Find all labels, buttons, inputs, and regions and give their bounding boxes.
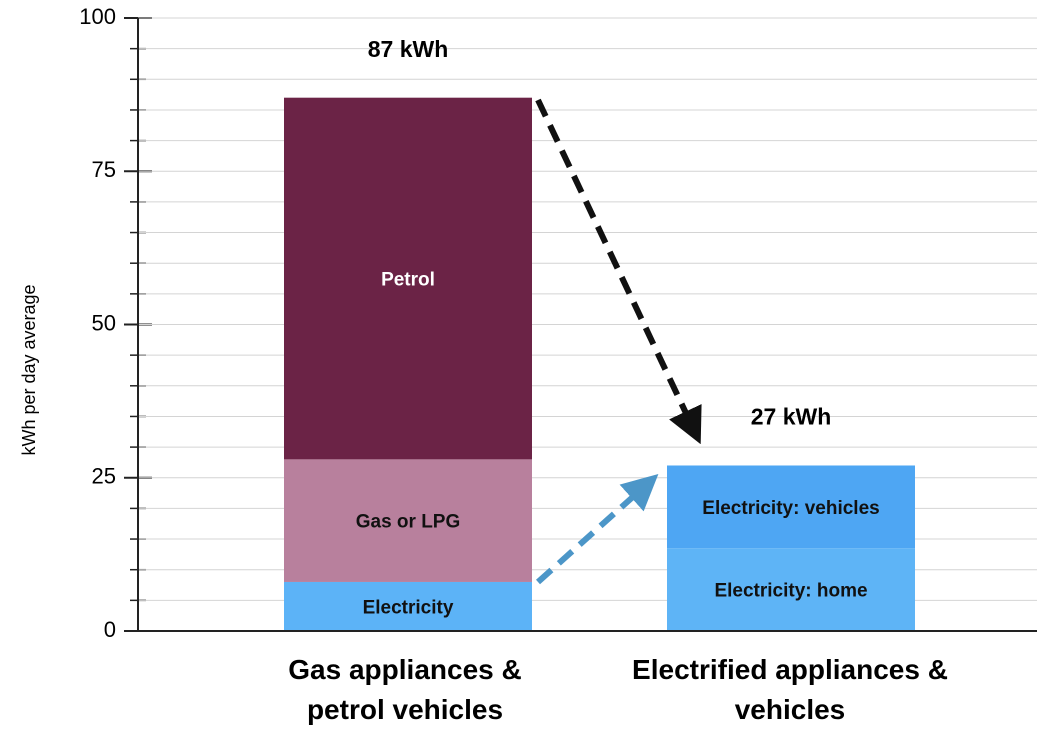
y-axis-label: kWh per day average — [19, 284, 39, 455]
segment-label: Electricity: vehicles — [702, 498, 879, 519]
bars — [284, 97, 915, 631]
segment-label: Electricity: home — [714, 581, 867, 602]
segment-label: Gas or LPG — [356, 512, 461, 533]
arrow — [535, 473, 659, 585]
arrow — [535, 98, 702, 445]
bar-segment — [284, 97, 532, 460]
segment-label: Petrol — [381, 270, 435, 291]
total-label: 27 kWh — [751, 404, 832, 430]
bar-segment — [284, 459, 532, 582]
y-tick-label: 0 — [104, 617, 116, 642]
labels: 0 25 50 75 100 Electricity Gas or LPG Petrol 87 … — [79, 4, 879, 642]
y-tick-label: 75 — [92, 157, 116, 182]
y-tick-label: 25 — [92, 464, 116, 489]
bar-segment — [284, 581, 532, 631]
x-tick-label: Gas appliances & petrol vehicles — [288, 654, 522, 725]
bar-segment — [667, 548, 915, 631]
total-label: 87 kWh — [368, 36, 449, 62]
y-tick-label: 100 — [79, 4, 116, 29]
y-tick-label: 50 — [92, 310, 116, 335]
x-tick-label: Electrified appliances & vehicles — [632, 654, 948, 725]
segment-label: Electricity — [363, 597, 454, 618]
bar-segment — [667, 465, 915, 549]
